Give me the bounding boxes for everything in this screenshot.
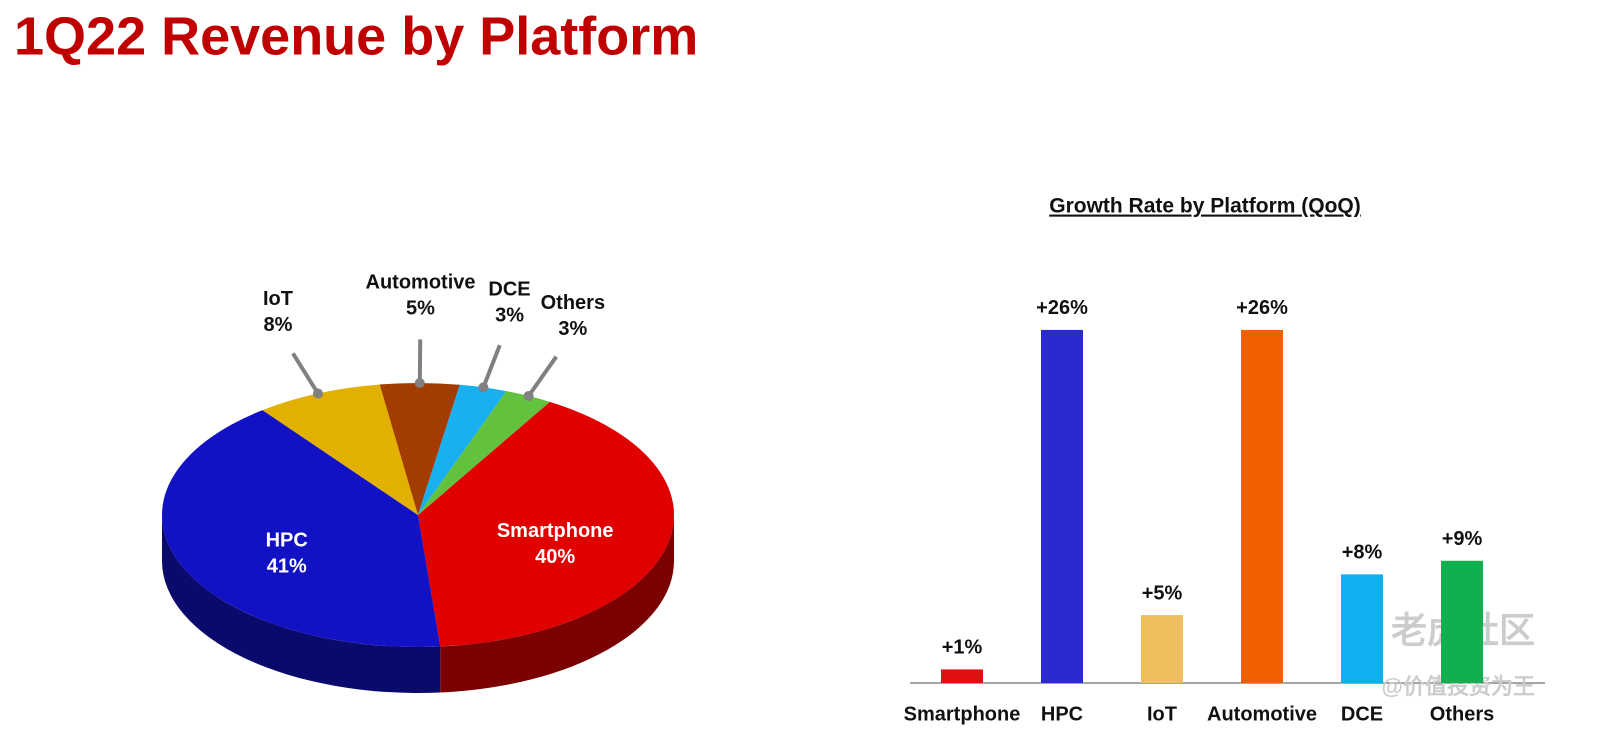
bar [1241,329,1283,683]
bar-value-label: +26% [1036,297,1088,319]
slice-label: DCE [488,278,530,300]
slice-label: HPC [266,530,308,552]
leader-dot [414,378,425,389]
slice-label: IoT [263,288,293,310]
slice-value-label: 41% [267,556,307,578]
leader-dot [312,388,323,399]
bar-value-label: +1% [942,637,983,659]
bar [1041,329,1083,683]
bar-chart-title: Growth Rate by Platform (QoQ) [1049,195,1361,218]
slice-side [162,515,441,693]
slice-label: Others [541,292,605,314]
pie-slice [418,391,550,515]
bar-value-label: +9% [1442,528,1483,550]
bar-value-label: +5% [1142,582,1183,604]
slice-value-label: 3% [495,304,524,326]
pie-slice [418,401,674,647]
slice-value-label: 5% [406,298,435,320]
slice-label: Automotive [366,272,476,294]
leader-dot [478,382,489,393]
leader-line [291,352,320,395]
slice-value-label: 3% [558,318,587,340]
x-tick-label: IoT [1147,703,1177,725]
bar [1341,574,1383,683]
pie-slice [162,410,441,647]
bar [1141,615,1183,683]
leader-line [526,355,558,398]
leader-dot [523,390,534,401]
slide-title: 1Q22 Revenue by Platform [14,6,698,66]
bar-value-label: +8% [1342,542,1383,564]
pie-slice [418,384,507,515]
bar [1441,560,1483,683]
bar [941,669,983,683]
slice-value-label: 40% [535,546,575,568]
x-tick-label: DCE [1341,703,1383,725]
leader-line [481,344,502,389]
pie-slice [379,383,460,515]
slice-label: Smartphone [497,520,614,542]
x-tick-label: HPC [1041,703,1083,725]
x-tick-label: Automotive [1207,703,1317,725]
x-tick-label: Others [1430,703,1494,725]
x-tick-label: Smartphone [904,703,1021,725]
slice-side [440,515,674,693]
slice-value-label: 8% [264,314,293,336]
bar-value-label: +26% [1236,297,1288,319]
pie-slice [262,384,418,515]
